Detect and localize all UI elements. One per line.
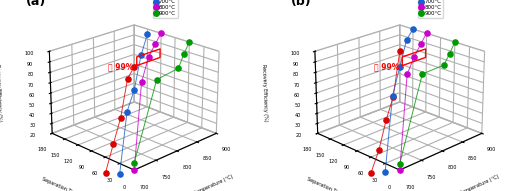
Y-axis label: Separation Time (h): Separation Time (h) xyxy=(306,176,353,191)
Y-axis label: Separation Time (h): Separation Time (h) xyxy=(41,176,87,191)
Legend: 600°C, 700°C, 800°C, 900°C: 600°C, 700°C, 800°C, 900°C xyxy=(418,0,443,18)
Text: (a): (a) xyxy=(25,0,45,8)
Text: (b): (b) xyxy=(291,0,312,8)
X-axis label: Process Temperature (°C): Process Temperature (°C) xyxy=(175,174,234,191)
X-axis label: Process Temperature (°C): Process Temperature (°C) xyxy=(441,174,499,191)
Legend: 600°C, 700°C, 800°C, 900°C: 600°C, 700°C, 800°C, 900°C xyxy=(153,0,178,18)
